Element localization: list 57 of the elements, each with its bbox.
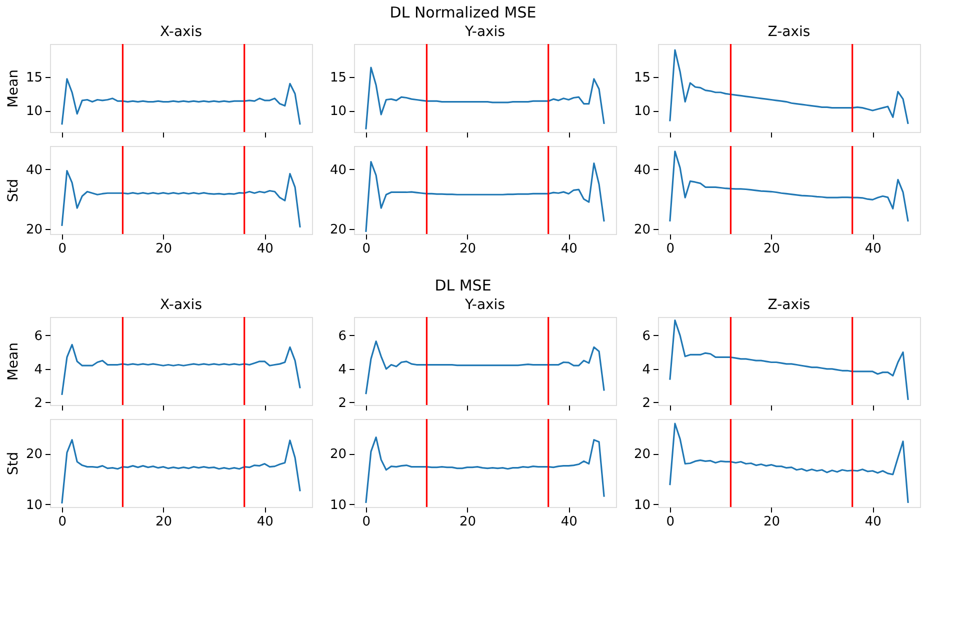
chart-title: Z-axis [768,297,810,314]
chart-title: X-axis [160,297,202,314]
x-tick-label: 40 [256,514,274,530]
y-tick-label: 20 [26,222,42,238]
y-tick-label: 10 [634,498,650,513]
y-tick-label: 10 [330,498,346,513]
x-tick-label: 0 [362,514,371,530]
y-tick-label: 6 [338,328,346,344]
x-tick-label: 20 [459,242,476,256]
x-tick-label: 40 [560,242,578,256]
x-tick-label: 20 [763,242,780,256]
y-tick-label: 10 [26,104,42,120]
y-tick-label: 15 [634,70,650,86]
y-axis-title: Std [6,452,22,476]
y-axis-title: Std [6,178,22,202]
y-tick-label: 10 [330,104,346,120]
y-tick-label: 4 [642,362,650,378]
chart-title: X-axis [160,24,202,40]
y-axis-title: Mean [6,69,22,108]
x-tick-label: 0 [666,242,675,256]
y-tick-label: 40 [26,162,42,178]
x-tick-label: 20 [459,514,476,530]
y-tick-label: 2 [34,396,42,411]
y-tick-label: 20 [330,447,346,462]
y-tick-label: 6 [34,328,42,344]
x-tick-label: 40 [864,242,882,256]
y-tick-label: 20 [26,447,42,462]
y-tick-label: 20 [330,222,346,238]
y-tick-label: 15 [330,70,346,86]
text: DL MSE [434,276,492,295]
text: DL Normalized MSE [390,4,536,22]
chart-title: Z-axis [768,24,810,40]
chart-title: Y-axis [464,24,505,40]
y-axis-title: Mean [6,342,22,381]
chart-title: Y-axis [464,297,505,314]
y-tick-label: 20 [634,222,650,238]
y-tick-label: 15 [26,70,42,86]
y-tick-label: 4 [34,362,42,378]
y-tick-label: 40 [330,162,346,178]
y-tick-label: 20 [634,447,650,462]
x-tick-label: 40 [560,514,578,530]
y-tick-label: 4 [338,362,346,378]
y-tick-label: 10 [26,498,42,513]
x-tick-label: 0 [58,242,67,256]
x-tick-label: 40 [256,242,274,256]
y-tick-label: 6 [642,328,650,344]
y-tick-label: 10 [634,104,650,120]
y-tick-label: 2 [642,396,650,411]
x-tick-label: 0 [58,514,67,530]
y-tick-label: 40 [634,162,650,178]
y-tick-label: 2 [338,396,346,411]
x-tick-label: 20 [155,514,172,530]
x-tick-label: 20 [763,514,780,530]
x-tick-label: 40 [864,514,882,530]
x-tick-label: 0 [362,242,371,256]
x-tick-label: 0 [666,514,675,530]
x-tick-label: 20 [155,242,172,256]
